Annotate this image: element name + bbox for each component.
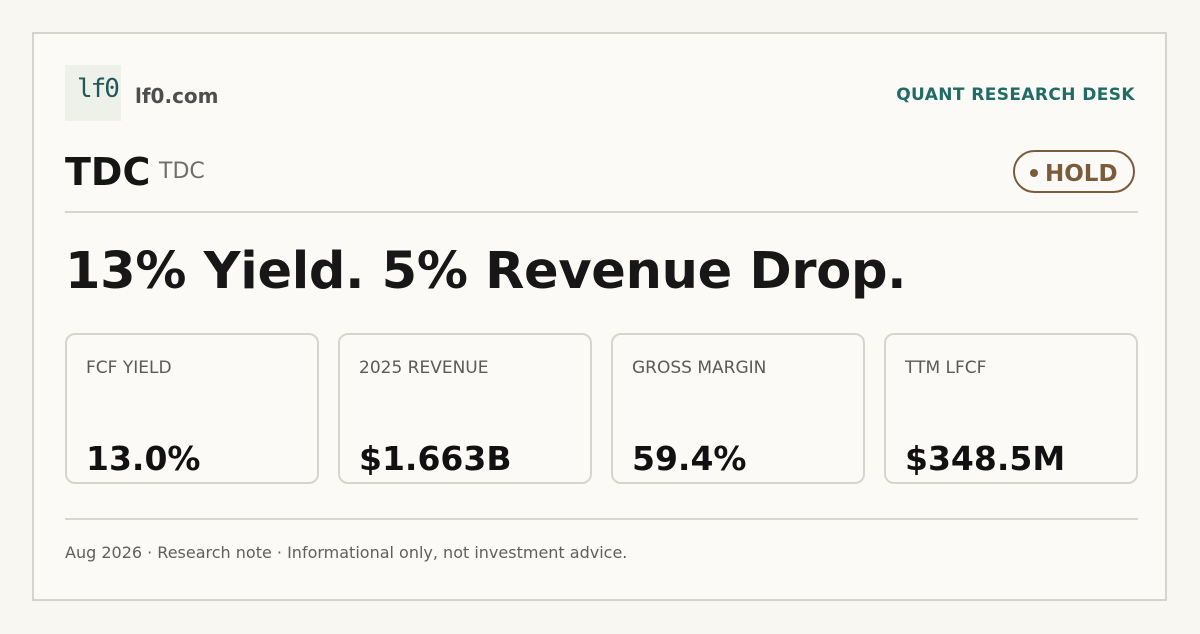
metric-value: 13.0%	[86, 439, 201, 478]
rating-badge: HOLD	[1013, 150, 1135, 193]
metric-value: 59.4%	[632, 439, 747, 478]
research-desk-label: QUANT RESEARCH DESK	[896, 85, 1135, 105]
metric-card-gross-margin: GROSS MARGIN 59.4%	[611, 333, 865, 484]
rating-dot-icon	[1030, 169, 1038, 177]
metric-label: FCF YIELD	[86, 358, 172, 378]
footer-divider	[65, 518, 1138, 520]
metric-value: $348.5M	[905, 439, 1066, 478]
logo-text: lf0	[77, 74, 120, 104]
brand-logo: lf0	[65, 65, 121, 121]
metric-label: 2025 REVENUE	[359, 358, 489, 378]
metric-label: TTM LFCF	[905, 358, 987, 378]
headline: 13% Yield. 5% Revenue Drop.	[65, 242, 907, 301]
footer-disclaimer: Aug 2026 · Research note · Informational…	[65, 543, 628, 562]
metric-card-fcf-yield: FCF YIELD 13.0%	[65, 333, 319, 484]
header-divider	[65, 211, 1138, 213]
metric-card-revenue: 2025 REVENUE $1.663B	[338, 333, 592, 484]
metric-value: $1.663B	[359, 439, 512, 478]
research-card: lf0 lf0.com QUANT RESEARCH DESK TDC TDC …	[32, 32, 1167, 601]
ticker-subtitle: TDC	[159, 159, 205, 184]
ticker-symbol: TDC	[65, 150, 151, 194]
rating-label: HOLD	[1045, 161, 1118, 187]
brand-domain: lf0.com	[135, 84, 219, 108]
metric-card-ttm-lfcf: TTM LFCF $348.5M	[884, 333, 1138, 484]
metric-label: GROSS MARGIN	[632, 358, 767, 378]
